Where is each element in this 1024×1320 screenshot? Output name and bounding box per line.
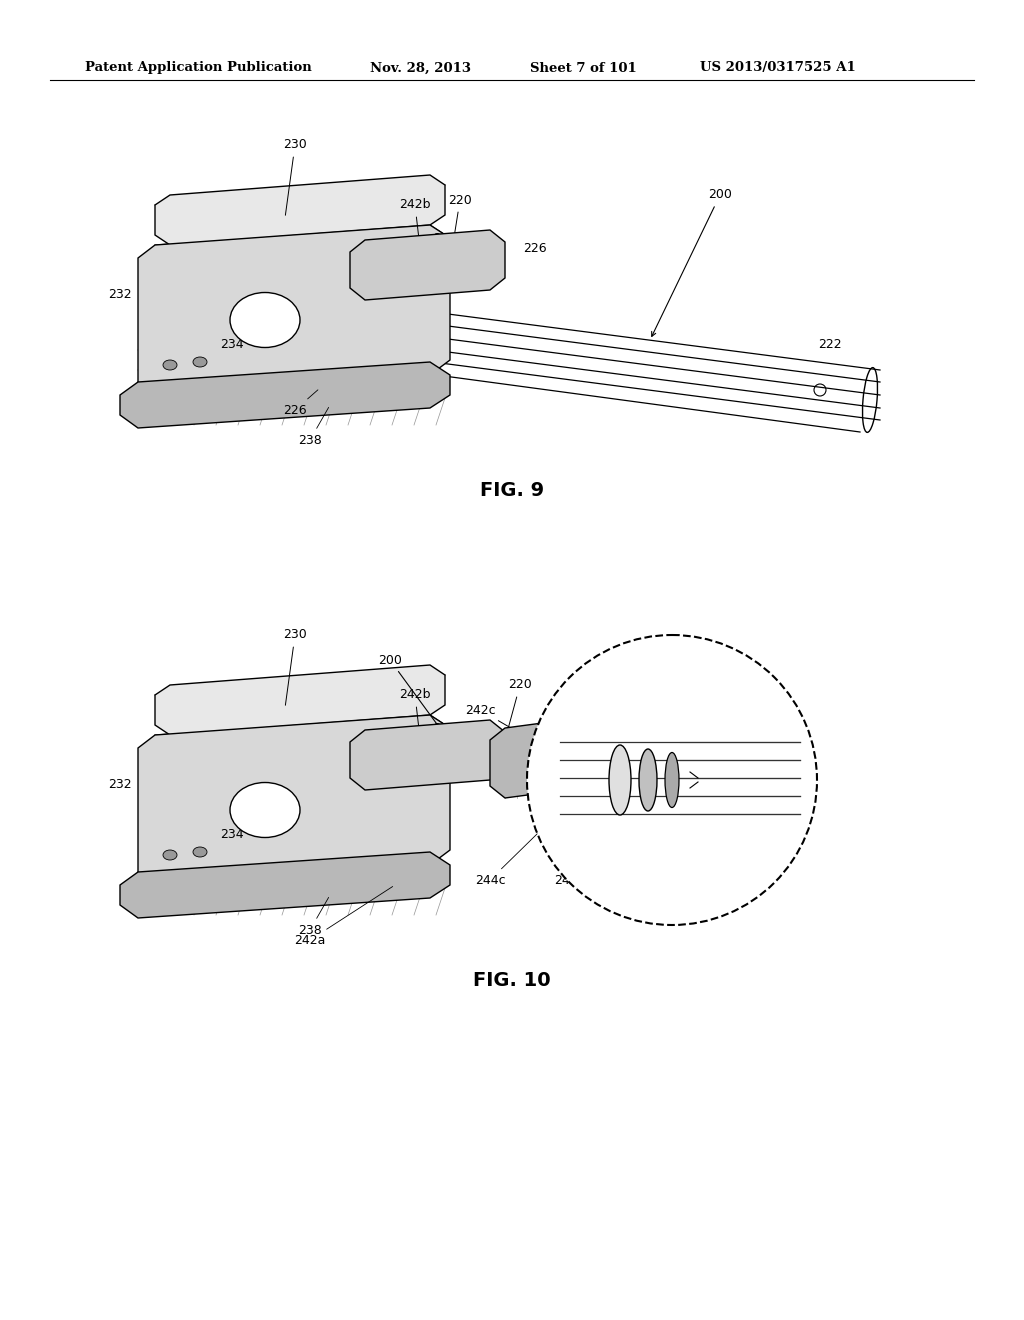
Text: 230: 230: [283, 139, 307, 215]
Text: 248: 248: [740, 801, 764, 874]
Text: Nov. 28, 2013: Nov. 28, 2013: [370, 62, 471, 74]
Circle shape: [527, 635, 817, 925]
Text: 242: 242: [433, 722, 457, 754]
Text: 247b: 247b: [696, 742, 728, 772]
Polygon shape: [350, 719, 505, 789]
Text: 242c: 242c: [465, 704, 531, 741]
Text: 234: 234: [220, 321, 253, 351]
Ellipse shape: [625, 744, 635, 781]
Polygon shape: [350, 230, 505, 300]
Text: 200: 200: [378, 653, 447, 739]
Text: 232: 232: [109, 779, 132, 792]
Text: Sheet 7 of 101: Sheet 7 of 101: [530, 62, 637, 74]
Polygon shape: [120, 362, 450, 428]
Polygon shape: [155, 176, 445, 246]
Text: 238: 238: [298, 898, 329, 936]
Text: 238: 238: [298, 408, 329, 446]
Text: 250b: 250b: [602, 705, 634, 750]
Text: 220: 220: [449, 194, 472, 247]
Polygon shape: [120, 851, 450, 917]
Text: 234: 234: [220, 810, 253, 842]
Text: 226: 226: [284, 389, 317, 417]
Text: 230: 230: [283, 628, 307, 705]
Text: 242: 242: [433, 231, 457, 264]
Text: 232: 232: [109, 289, 132, 301]
Text: 247a: 247a: [684, 731, 716, 766]
Polygon shape: [138, 715, 450, 884]
Text: 246b: 246b: [701, 731, 736, 772]
Polygon shape: [490, 719, 580, 799]
Ellipse shape: [639, 748, 657, 810]
Text: 222: 222: [818, 338, 842, 351]
Text: 244b: 244b: [554, 800, 629, 887]
Ellipse shape: [230, 293, 300, 347]
Polygon shape: [155, 665, 445, 735]
Ellipse shape: [193, 356, 207, 367]
Ellipse shape: [604, 742, 616, 781]
Text: FIG. 9: FIG. 9: [480, 480, 544, 499]
Text: 220: 220: [505, 678, 531, 737]
Polygon shape: [138, 224, 450, 395]
Ellipse shape: [163, 850, 177, 861]
Text: 242b: 242b: [399, 689, 431, 734]
Ellipse shape: [609, 744, 631, 814]
Text: 242a: 242a: [294, 887, 392, 946]
Text: 246a: 246a: [606, 813, 658, 896]
Ellipse shape: [163, 360, 177, 370]
Text: 244: 244: [660, 701, 684, 744]
Text: 244c: 244c: [475, 792, 580, 887]
Text: 242b: 242b: [399, 198, 431, 244]
Ellipse shape: [230, 783, 300, 837]
Ellipse shape: [665, 752, 679, 808]
Text: 200: 200: [651, 189, 732, 337]
Ellipse shape: [193, 847, 207, 857]
Text: FIG. 10: FIG. 10: [473, 970, 551, 990]
Text: 226: 226: [523, 242, 547, 255]
Text: Patent Application Publication: Patent Application Publication: [85, 62, 311, 74]
Text: 11: 11: [764, 725, 806, 755]
Text: US 2013/0317525 A1: US 2013/0317525 A1: [700, 62, 856, 74]
Text: 250: 250: [546, 701, 570, 744]
